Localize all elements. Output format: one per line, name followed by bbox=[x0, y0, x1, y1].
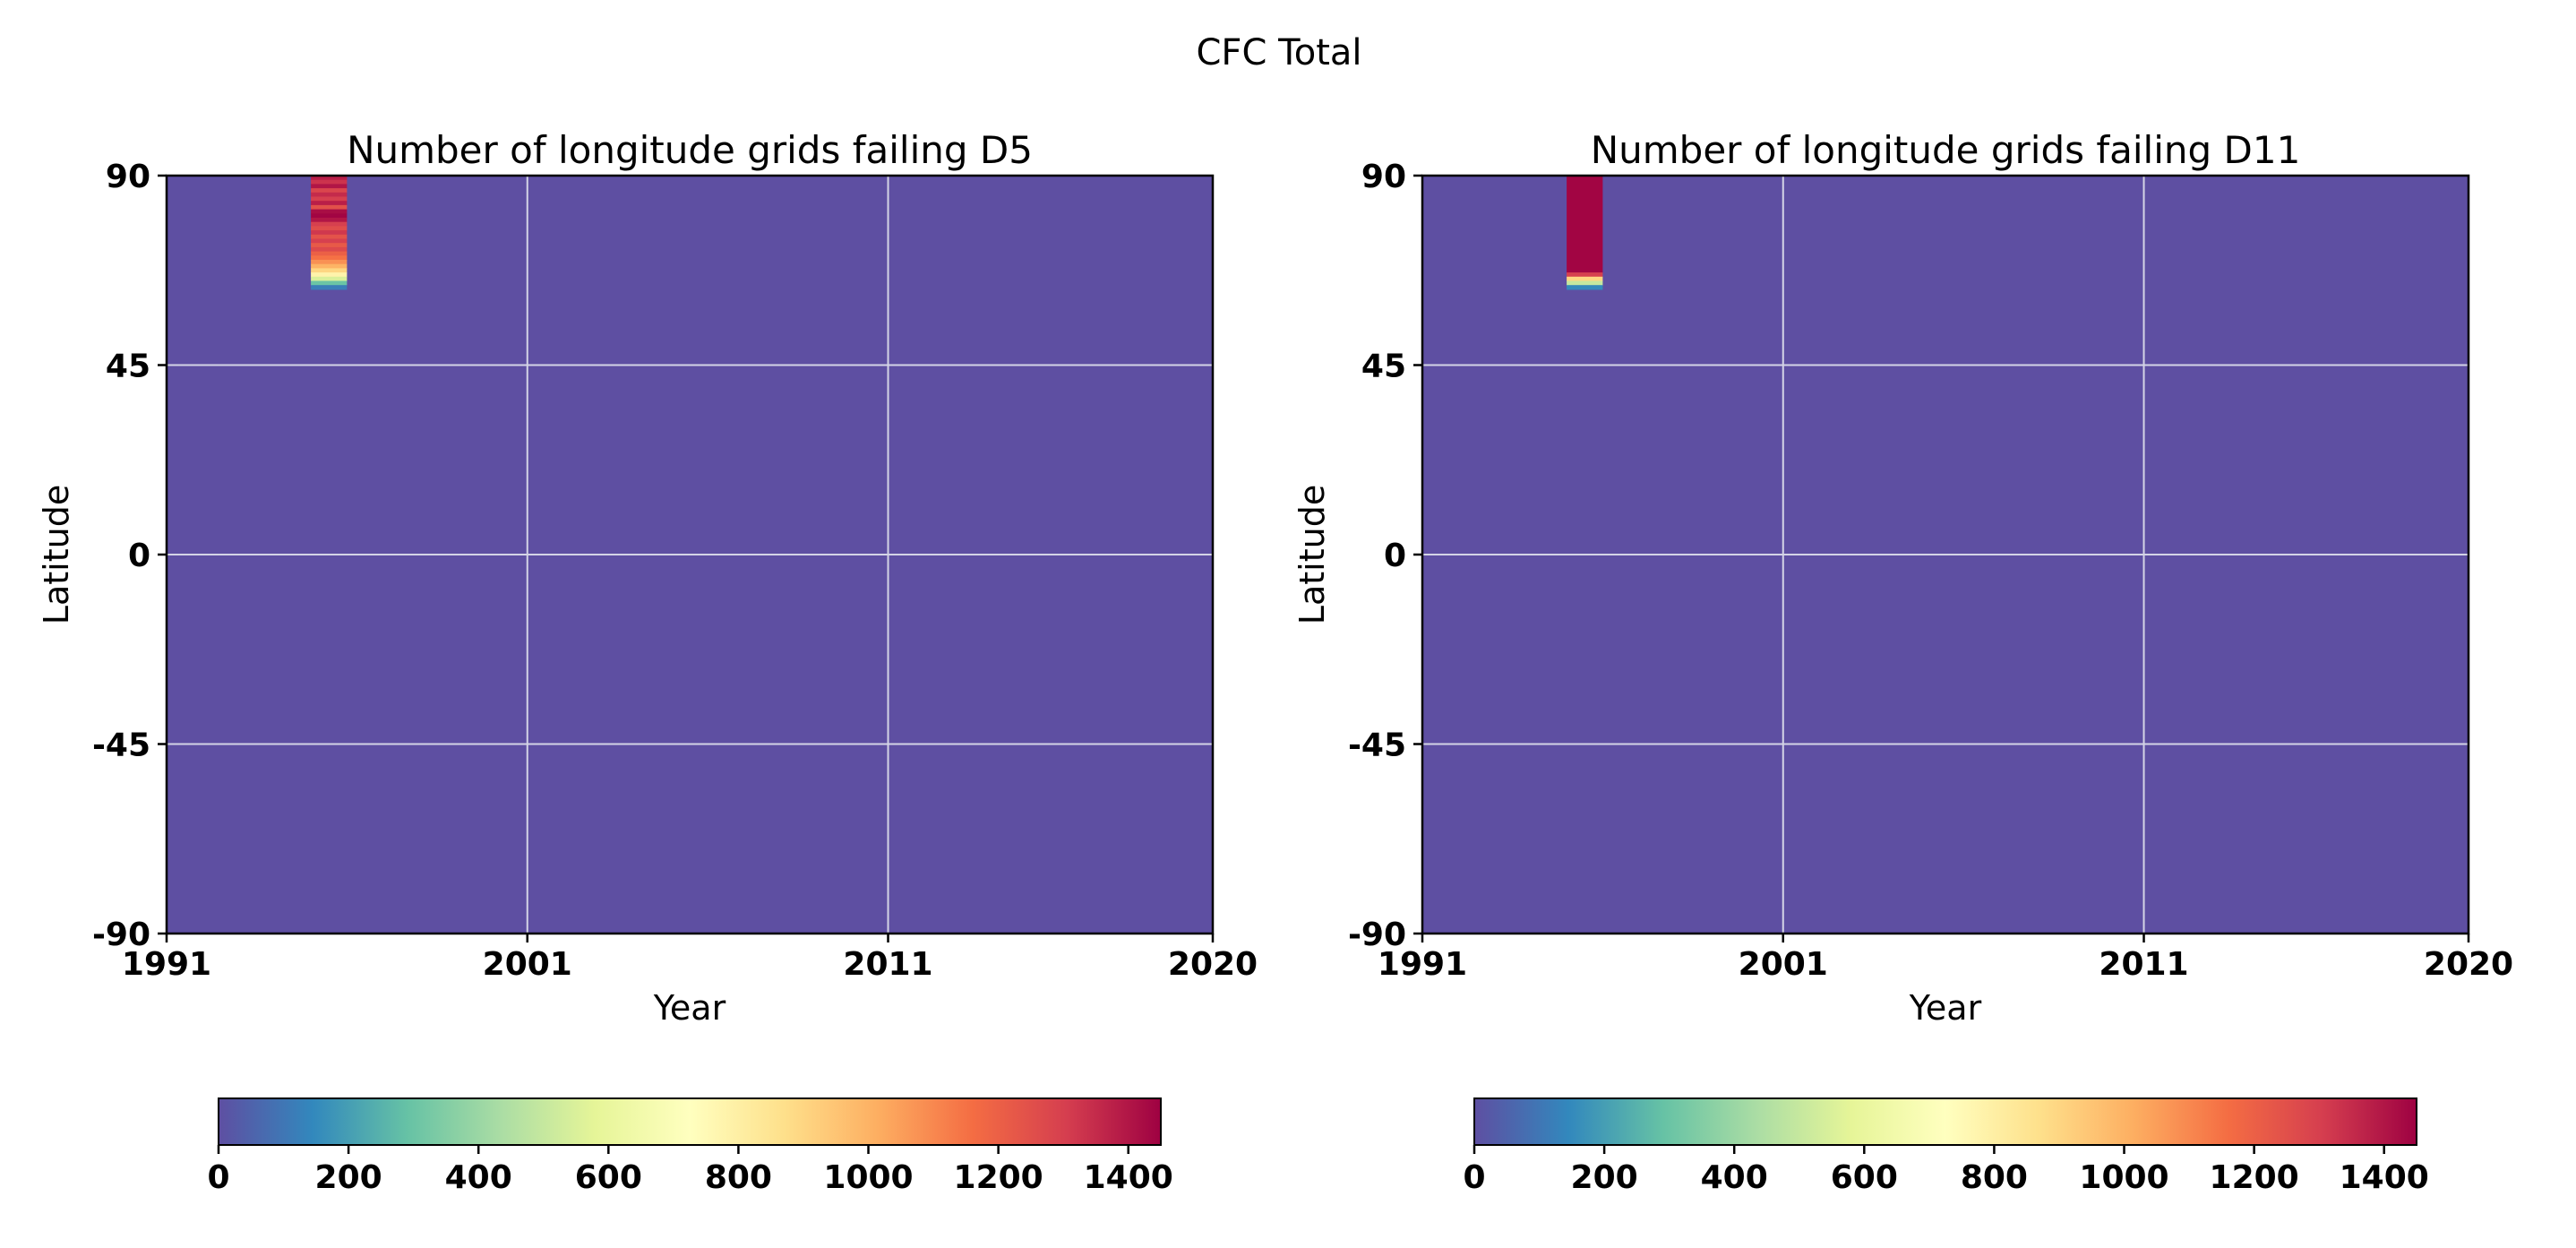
colorbar-tick-label: 1400 bbox=[1084, 1159, 1173, 1196]
y-tick-label: 0 bbox=[1384, 538, 1406, 574]
heatmap-cell bbox=[311, 201, 348, 206]
chart-panel-1: Number of longitude grids failing D5 1991… bbox=[37, 128, 1258, 1196]
heatmap-cell bbox=[311, 184, 348, 189]
y-ticks: 90 45 0 -45 -90 bbox=[1348, 159, 1422, 953]
heatmap-cell bbox=[1567, 280, 1603, 286]
colorbar-tick-label: 400 bbox=[1701, 1159, 1768, 1196]
y-tick-label: -90 bbox=[1348, 917, 1406, 953]
heatmap-cell bbox=[1567, 272, 1603, 278]
colorbar-bar bbox=[1473, 1097, 2417, 1146]
heatmap-cell bbox=[311, 285, 348, 290]
heatmap-cell bbox=[311, 213, 348, 219]
heatmap-cell bbox=[311, 251, 348, 256]
heatmap-cell bbox=[311, 234, 348, 240]
heatmap-cell bbox=[1567, 176, 1603, 273]
colorbar-tick-label: 1400 bbox=[2340, 1159, 2429, 1196]
colorbar-tick-label: 600 bbox=[575, 1159, 642, 1196]
heatmap-cell bbox=[311, 179, 348, 185]
heatmap-cell bbox=[1567, 276, 1603, 282]
x-tick-label: 2011 bbox=[843, 946, 932, 983]
colorbar-tick-label: 200 bbox=[315, 1159, 382, 1196]
x-tick-label: 1991 bbox=[1378, 946, 1467, 983]
colorbar-tick-label: 1000 bbox=[2079, 1159, 2168, 1196]
chart-title: Number of longitude grids failing D11 bbox=[1591, 128, 2301, 172]
heatmap-cell bbox=[1567, 285, 1603, 290]
x-tick-label: 2011 bbox=[2099, 946, 2188, 983]
y-axis-label: Latitude bbox=[37, 485, 76, 624]
x-tick-label: 1991 bbox=[122, 946, 211, 983]
colorbar-tick-label: 400 bbox=[445, 1159, 512, 1196]
x-tick-label: 2020 bbox=[1168, 946, 1258, 983]
x-axis-label: Year bbox=[1909, 988, 1982, 1028]
chart-title: Number of longitude grids failing D5 bbox=[347, 128, 1033, 172]
heatmap-cell bbox=[311, 255, 348, 261]
chart-panel-2: Number of longitude grids failing D11 199… bbox=[1292, 128, 2513, 1196]
y-tick-label: 0 bbox=[128, 538, 150, 574]
y-ticks: 90 45 0 -45 -90 bbox=[92, 159, 167, 953]
heatmap-cell bbox=[311, 192, 348, 198]
y-tick-label: 45 bbox=[1361, 349, 1406, 385]
colorbar-tick-label: 0 bbox=[207, 1159, 229, 1196]
figure-title: CFC Total bbox=[1197, 32, 1362, 73]
y-tick-label: -45 bbox=[92, 727, 150, 764]
x-tick-label: 2001 bbox=[1739, 946, 1828, 983]
grid-lines bbox=[167, 176, 1213, 934]
heatmap-cell bbox=[311, 276, 348, 282]
colorbar-tick-label: 1200 bbox=[954, 1159, 1043, 1196]
heatmap-cell bbox=[311, 280, 348, 286]
colorbar: 0 200 400 600 800 1000 1200 1400 bbox=[1463, 1097, 2429, 1196]
heatmap-cell bbox=[311, 204, 348, 211]
colorbar: 0 200 400 600 800 1000 1200 1400 bbox=[207, 1097, 1173, 1196]
colorbar-tick-label: 0 bbox=[1463, 1159, 1485, 1196]
colorbar-tick-label: 800 bbox=[1961, 1159, 2028, 1196]
y-tick-label: 90 bbox=[1361, 159, 1406, 195]
heatmap-cell bbox=[311, 268, 348, 273]
colorbar-tick-label: 600 bbox=[1831, 1159, 1898, 1196]
x-tick-label: 2001 bbox=[483, 946, 572, 983]
heatmap-cell bbox=[311, 209, 348, 214]
heatmap-cell bbox=[311, 230, 348, 236]
x-axis-label: Year bbox=[653, 988, 726, 1028]
heatmap-cell bbox=[311, 246, 348, 253]
y-tick-label: -45 bbox=[1348, 727, 1406, 764]
y-tick-label: 45 bbox=[106, 349, 150, 385]
x-tick-label: 2020 bbox=[2424, 946, 2513, 983]
heatmap-cell bbox=[311, 226, 348, 231]
colorbar-tick-label: 200 bbox=[1571, 1159, 1638, 1196]
grid-lines bbox=[1422, 176, 2469, 934]
heatmap-cell bbox=[311, 243, 348, 248]
heatmap-cell bbox=[311, 260, 348, 265]
heatmap-cell bbox=[311, 263, 348, 269]
y-axis-label: Latitude bbox=[1292, 485, 1332, 624]
x-ticks: 1991 2001 2011 2020 bbox=[122, 934, 1258, 983]
heatmap-cells bbox=[1567, 176, 1603, 290]
heatmap-cell bbox=[311, 221, 348, 227]
colorbar-tick-label: 1200 bbox=[2210, 1159, 2299, 1196]
heatmap-cell bbox=[311, 238, 348, 244]
heatmap-cells bbox=[311, 176, 348, 290]
heatmap-cell bbox=[311, 176, 348, 181]
colorbar-tick-label: 1000 bbox=[823, 1159, 913, 1196]
heatmap-cell bbox=[311, 218, 348, 223]
y-tick-label: 90 bbox=[106, 159, 150, 195]
chart-panels: Number of longitude grids failing D5 1991… bbox=[37, 128, 2513, 1196]
colorbar-bar bbox=[218, 1097, 1162, 1146]
heatmap-cell bbox=[311, 188, 348, 194]
x-ticks: 1991 2001 2011 2020 bbox=[1378, 934, 2513, 983]
y-tick-label: -90 bbox=[92, 917, 150, 953]
colorbar-tick-label: 800 bbox=[705, 1159, 772, 1196]
heatmap-cell bbox=[311, 272, 348, 278]
heatmap-cell bbox=[311, 196, 348, 202]
